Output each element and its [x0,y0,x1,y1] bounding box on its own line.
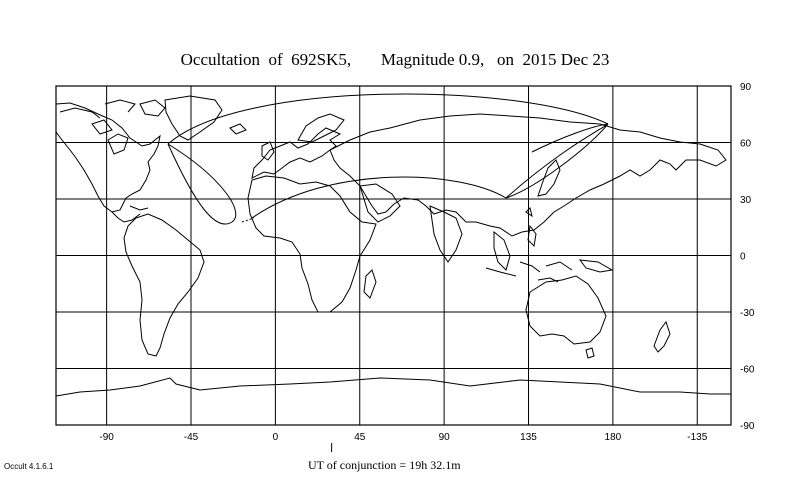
y-tick-label: 90 [740,82,752,93]
scandinavia [297,113,345,143]
japan [537,159,561,197]
indian-subcontinent [429,205,463,263]
south-america-coast [123,213,205,357]
x-tick-label: -135 [687,432,707,443]
path-limit-north [167,93,609,145]
new-guinea [578,259,614,273]
coastlines [55,95,731,397]
x-tick-label: 45 [354,432,366,443]
philippines [527,224,537,248]
y-tick-label: 60 [740,139,752,150]
y-tick-label: -30 [740,308,755,319]
x-tick-label: 90 [439,432,451,443]
x-tick-label: 0 [273,432,279,443]
x-tick-label: -45 [184,432,199,443]
occultation-path [167,93,609,225]
axis-labels: -90 -45 0 45 90 135 180 -135 90 60 30 0 -30 -60 -90 [99,82,754,443]
path-limit-loop-west [167,143,237,225]
greenland [164,95,223,141]
conjunction-label: UT of conjunction = 19h 32.1m [308,458,461,472]
x-tick-label: -90 [99,432,114,443]
x-tick-label: 180 [605,432,622,443]
indonesia [485,261,573,283]
path-centerline [251,176,507,219]
arabian-peninsula [359,183,401,223]
taiwan [525,207,533,218]
gulf-caribbean [111,205,149,223]
north-america-coast [55,102,161,213]
version-label: Occult 4.1.6.1 [4,462,54,471]
antarctica-coast [55,377,731,397]
new-zealand [653,320,671,353]
y-tick-label: 0 [740,252,746,263]
path-limit-loop-east [505,123,609,199]
path-limit-east-upper [531,123,609,153]
southeast-asia [493,230,511,271]
map-title: Occultation of 692SK5, Magnitude 0.9, on… [180,50,610,69]
y-tick-label: 30 [740,195,752,206]
y-tick-label: -60 [740,365,755,376]
hudson-bay [107,133,129,155]
y-tick-label: -90 [740,421,755,432]
british-isles [261,141,275,161]
madagascar [363,269,377,299]
australia-coast [525,275,607,345]
canada-arctic-islands [59,99,166,135]
africa-coast [247,175,377,313]
tasmania [585,347,595,359]
x-tick-label: 135 [520,432,537,443]
europe-coast [251,127,342,179]
iceland [229,123,247,135]
graticule [56,86,731,425]
